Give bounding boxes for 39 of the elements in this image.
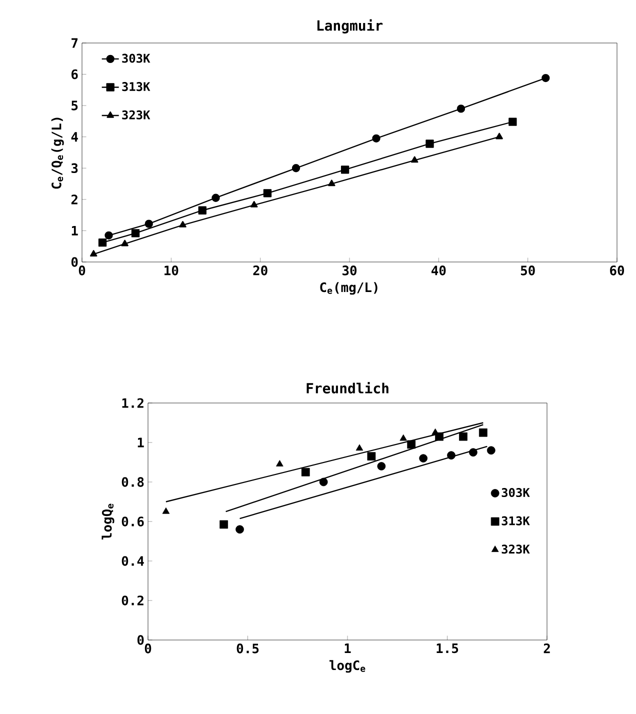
legend-label: 323K: [122, 110, 150, 120]
x-axis-title: C$_{e}$(mg/L): [320, 282, 378, 295]
x-tick-label: 10: [164, 266, 178, 276]
x-tick-label: 0: [144, 644, 152, 654]
legend-label: 303K: [122, 54, 150, 63]
x-tick-label: 50: [520, 266, 535, 276]
x-tick-label: 60: [610, 266, 624, 276]
x-tick-label: 20: [253, 266, 268, 276]
x-tick-label: 1.5: [436, 644, 458, 654]
y-tick-label: 1: [138, 438, 144, 448]
chart-title: Langmuir: [317, 19, 383, 34]
legend-label: 323K: [502, 544, 530, 554]
y-tick-label: 0.2: [122, 596, 144, 606]
y-tick-label: 3: [71, 163, 78, 174]
legend-label: 313K: [502, 516, 530, 526]
y-tick-label: 1: [72, 226, 78, 236]
legend-label: 303K: [502, 488, 530, 498]
y-tick-label: 0: [71, 257, 78, 267]
y-tick-label: 0.8: [122, 477, 144, 487]
y-tick-label: 6: [72, 69, 78, 80]
x-tick-label: 0.5: [236, 644, 259, 654]
y-axis-title: logQ$_{e}$: [102, 504, 114, 540]
x-tick-label: 1: [344, 644, 351, 653]
chart-title: Freundlich: [306, 382, 388, 394]
y-tick-label: 5: [72, 100, 78, 110]
y-axis-title: C$_{e}$/Q$_{e}$(g/L): [51, 118, 64, 189]
x-tick-label: 30: [342, 266, 357, 276]
x-tick-label: 40: [432, 266, 446, 276]
x-tick-label: 2: [544, 644, 550, 654]
x-axis-title: logC$_{e}$: [329, 660, 366, 673]
y-tick-label: 0: [137, 635, 144, 645]
y-tick-label: 0.6: [122, 516, 144, 526]
y-tick-label: 4: [71, 132, 78, 142]
y-tick-label: 7: [72, 38, 78, 48]
y-tick-label: 0.4: [122, 556, 144, 566]
y-tick-label: 1.2: [122, 398, 144, 408]
x-tick-label: 0: [78, 266, 86, 276]
legend-label: 313K: [122, 82, 150, 92]
y-tick-label: 2: [71, 194, 78, 204]
